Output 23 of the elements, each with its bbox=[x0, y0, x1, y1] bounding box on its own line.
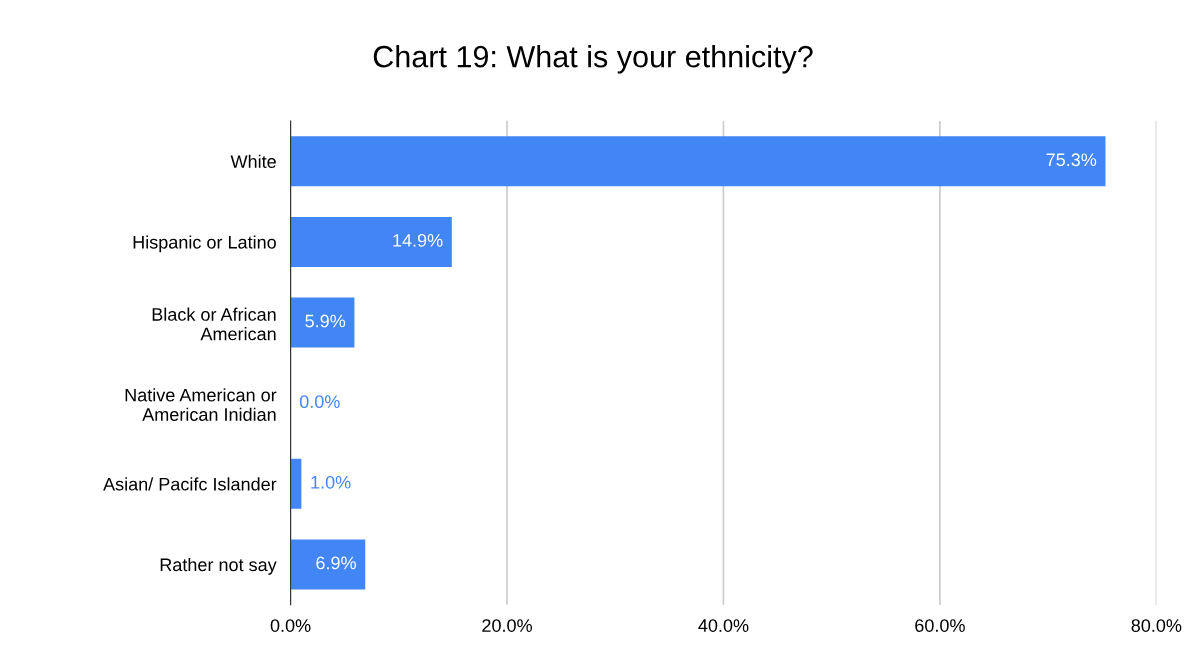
x-tick-label: 20.0% bbox=[482, 619, 532, 632]
data-label: 6.9% bbox=[316, 556, 356, 570]
chart-title: Chart 19: What is your ethnicity? bbox=[373, 45, 813, 74]
x-tick-label: 80.0% bbox=[1131, 619, 1182, 632]
data-label: 14.9% bbox=[393, 233, 443, 247]
y-tick-label: Rather not say bbox=[160, 557, 277, 575]
data-label: 0.0% bbox=[299, 395, 340, 409]
bar bbox=[290, 216, 452, 267]
y-tick-label: Asian/ Pacifc Islander bbox=[103, 477, 277, 491]
bar bbox=[290, 297, 355, 348]
data-label: 1.0% bbox=[311, 475, 351, 489]
y-tick-label: Black or African American bbox=[152, 307, 276, 341]
bar bbox=[290, 136, 1106, 187]
y-tick-label: Native American or American Inidian bbox=[125, 388, 277, 421]
x-tick-label: 0.0% bbox=[270, 619, 311, 632]
data-label: 5.9% bbox=[305, 314, 346, 328]
bar bbox=[290, 539, 366, 590]
data-label: 75.3% bbox=[1046, 153, 1097, 167]
y-tick-label: Hispanic or Latino bbox=[133, 235, 276, 253]
x-tick-label: 60.0% bbox=[915, 619, 965, 632]
y-tick-label: White bbox=[230, 154, 276, 168]
x-tick-label: 40.0% bbox=[698, 619, 749, 632]
bar bbox=[290, 458, 302, 509]
